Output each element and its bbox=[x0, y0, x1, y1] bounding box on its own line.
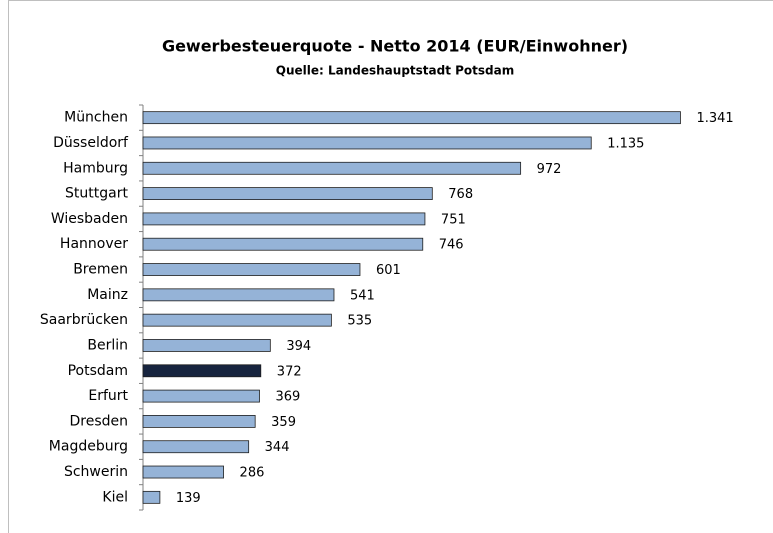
value-label: 746 bbox=[439, 238, 464, 253]
bar bbox=[142, 490, 161, 504]
y-tick-label: Saarbrücken bbox=[40, 312, 128, 328]
bar bbox=[142, 288, 335, 302]
bar bbox=[142, 313, 332, 327]
value-label: 972 bbox=[537, 162, 562, 177]
y-tick-label: Magdeburg bbox=[49, 439, 128, 455]
bar bbox=[142, 161, 522, 175]
bar bbox=[142, 212, 426, 226]
bar bbox=[142, 465, 224, 479]
bar bbox=[142, 263, 361, 276]
value-label: 601 bbox=[376, 263, 401, 278]
bar bbox=[142, 339, 271, 352]
y-tick-label: Potsdam bbox=[68, 363, 128, 379]
bar bbox=[142, 111, 681, 125]
value-label: 535 bbox=[347, 314, 372, 329]
y-tick-label: Berlin bbox=[87, 337, 128, 353]
y-tick-label: Bremen bbox=[73, 262, 128, 278]
bar bbox=[142, 364, 262, 378]
y-tick-label: Mainz bbox=[87, 287, 128, 303]
value-label: 1.135 bbox=[607, 136, 644, 151]
value-label: 359 bbox=[271, 415, 296, 430]
y-tick-label: Düsseldorf bbox=[53, 135, 129, 151]
value-label: 372 bbox=[277, 364, 302, 379]
value-label: 139 bbox=[176, 491, 201, 506]
y-tick-label: Erfurt bbox=[88, 388, 128, 404]
bar bbox=[142, 187, 433, 200]
bar bbox=[142, 389, 260, 403]
bar bbox=[142, 440, 250, 454]
y-tick-label: Dresden bbox=[69, 413, 128, 429]
y-tick-label: Hannover bbox=[60, 236, 128, 252]
y-tick-label: München bbox=[64, 110, 128, 126]
chart-border bbox=[8, 0, 773, 533]
y-tick-label: Schwerin bbox=[64, 464, 128, 480]
value-label: 768 bbox=[448, 187, 473, 202]
value-label: 751 bbox=[441, 212, 466, 227]
value-label: 394 bbox=[286, 339, 311, 354]
bar bbox=[142, 136, 592, 150]
y-tick-label: Wiesbaden bbox=[51, 211, 128, 227]
chart-title: Gewerbesteuerquote - Netto 2014 (EUR/Ein… bbox=[162, 37, 628, 56]
value-label: 286 bbox=[240, 466, 265, 481]
value-label: 1.341 bbox=[696, 111, 733, 126]
y-tick-label: Kiel bbox=[102, 489, 128, 505]
bar bbox=[142, 237, 424, 251]
value-label: 369 bbox=[275, 390, 300, 405]
value-label: 541 bbox=[350, 288, 375, 303]
value-label: 344 bbox=[265, 440, 290, 455]
chart-subtitle: Quelle: Landeshauptstadt Potsdam bbox=[276, 64, 514, 78]
y-tick-label: Hamburg bbox=[63, 160, 128, 176]
y-tick-label: Stuttgart bbox=[65, 186, 128, 202]
bar bbox=[142, 415, 256, 428]
